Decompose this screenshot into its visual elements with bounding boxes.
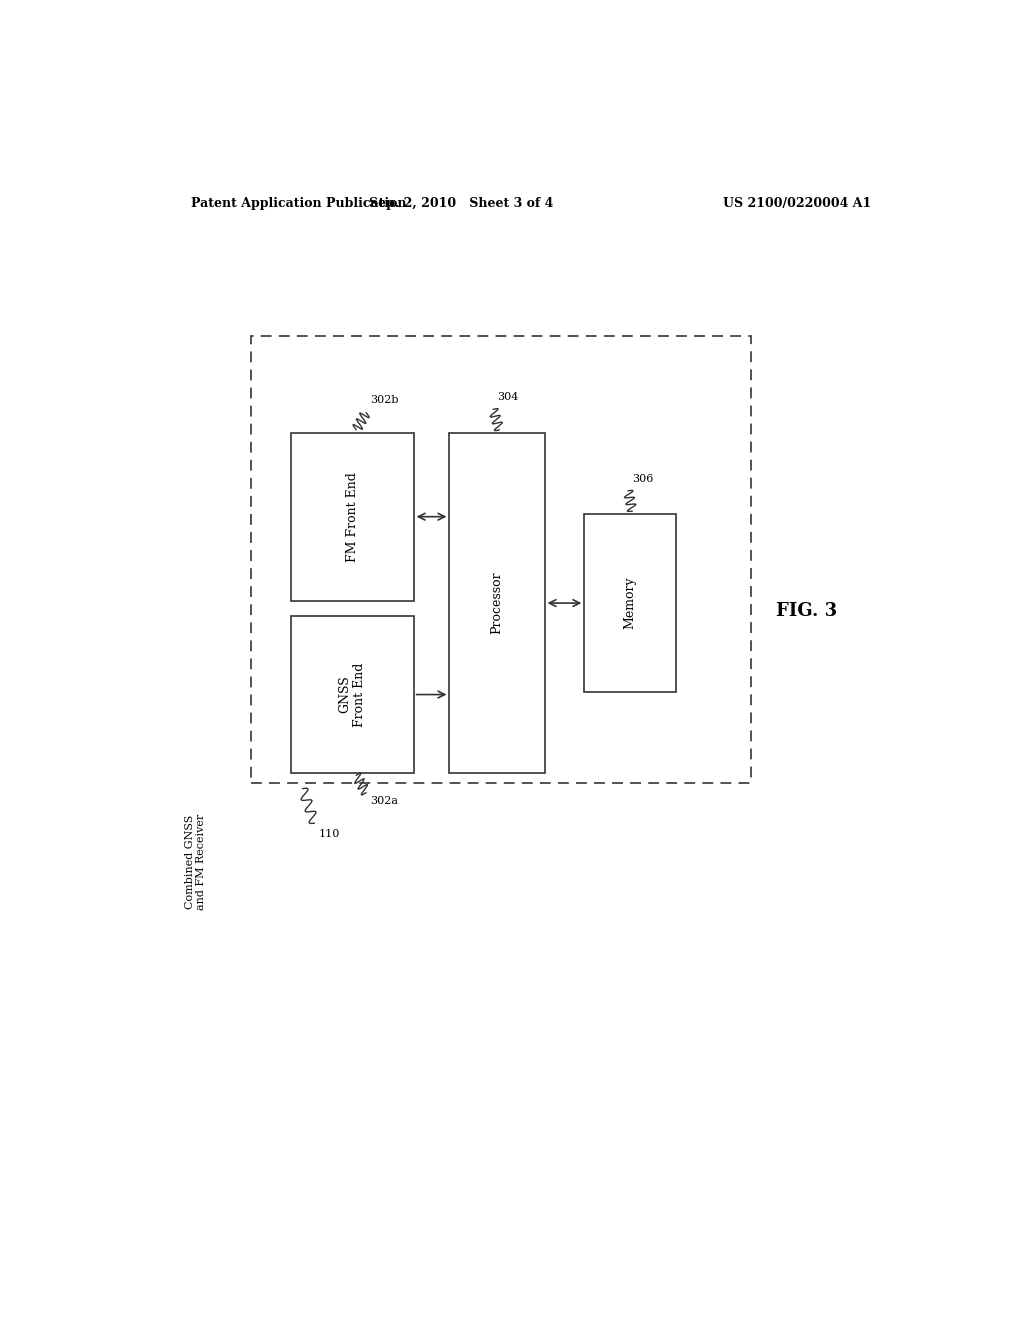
Bar (291, 433, 414, 601)
Bar (251, 337, 751, 784)
Text: 306: 306 (632, 474, 653, 483)
Text: Patent Application Publication: Patent Application Publication (191, 197, 407, 210)
Text: 304: 304 (497, 392, 518, 403)
Text: Combined GNSS
and FM Receiver: Combined GNSS and FM Receiver (184, 814, 206, 911)
Text: GNSS
Front End: GNSS Front End (338, 663, 367, 727)
Bar (450, 433, 545, 774)
Bar (585, 515, 676, 692)
Text: US 2100/0220004 A1: US 2100/0220004 A1 (723, 197, 871, 210)
Text: FIG. 3: FIG. 3 (776, 602, 837, 619)
Text: 110: 110 (318, 829, 340, 840)
Text: FM Front End: FM Front End (346, 471, 358, 561)
Text: Sep. 2, 2010   Sheet 3 of 4: Sep. 2, 2010 Sheet 3 of 4 (369, 197, 554, 210)
Text: 302a: 302a (370, 796, 398, 805)
Text: 302b: 302b (370, 396, 398, 405)
Text: Processor: Processor (490, 572, 504, 635)
Bar (291, 615, 414, 774)
Text: Memory: Memory (624, 577, 637, 630)
